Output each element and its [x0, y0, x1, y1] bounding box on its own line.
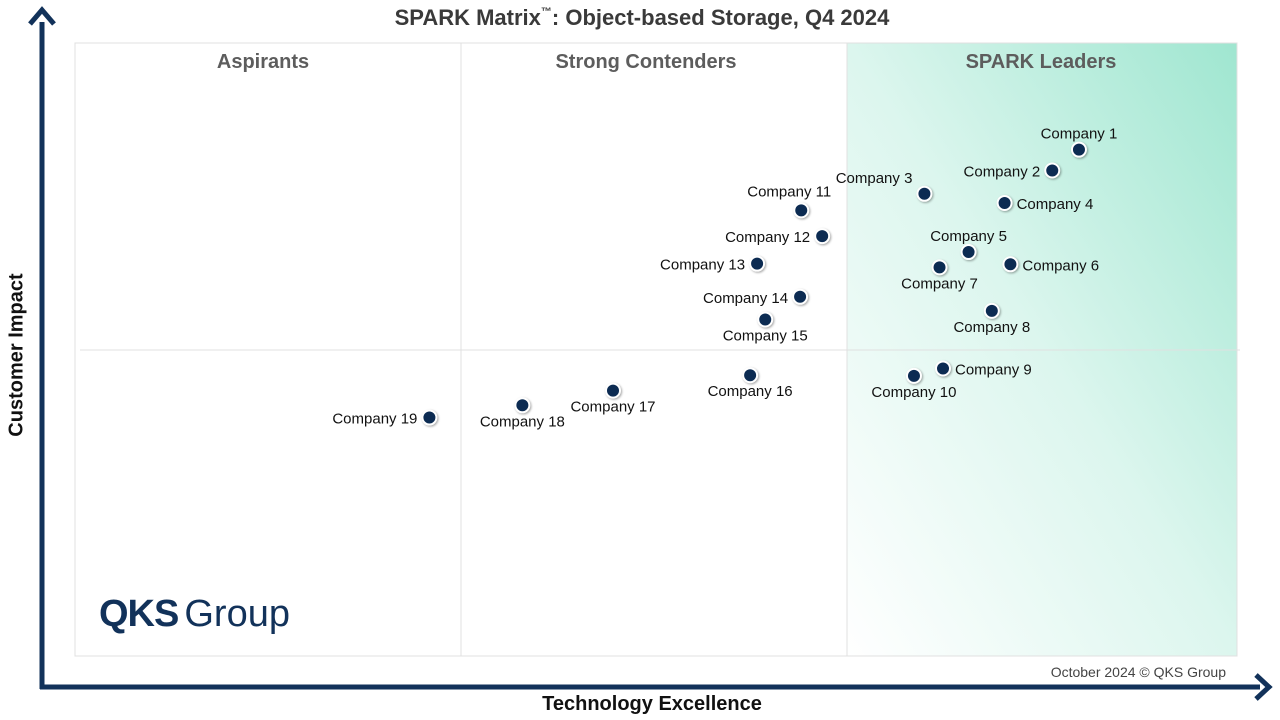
data-point-marker	[742, 367, 759, 384]
data-point-label: Company 15	[723, 327, 808, 344]
zone-label-strong-contenders: Strong Contenders	[555, 51, 736, 73]
data-point: Company 6	[1002, 256, 1099, 274]
data-point-label: Company 10	[871, 384, 956, 401]
data-point-label: Company 1	[1041, 126, 1118, 143]
trademark-mark: ™	[540, 5, 552, 18]
data-point: Company 8	[953, 302, 1030, 336]
data-point-marker	[514, 397, 531, 414]
qks-group-logo: QKS Group	[99, 593, 290, 636]
data-point: Company 11	[747, 183, 831, 219]
data-point-marker	[935, 360, 952, 377]
data-point-label: Company 18	[480, 413, 565, 430]
data-point-marker	[421, 409, 438, 426]
data-point-marker	[931, 259, 948, 276]
data-point: Company 2	[964, 162, 1061, 181]
data-point: Company 4	[996, 194, 1094, 213]
data-point: Company 3	[836, 170, 933, 202]
data-point-label: Company 12	[725, 229, 810, 246]
logo-brand: QKS	[99, 593, 179, 635]
zone-label-aspirants: Aspirants	[217, 51, 309, 73]
data-point: Company 5	[930, 228, 1007, 261]
data-point-label: Company 3	[836, 170, 913, 187]
data-point: Company 17	[570, 382, 656, 416]
data-point-marker	[960, 244, 977, 261]
data-point: Company 18	[480, 397, 565, 430]
data-point: Company 7	[901, 259, 978, 292]
data-point-label: Company 19	[332, 411, 417, 428]
data-point-marker	[792, 288, 809, 305]
data-point-label: Company 17	[570, 399, 655, 416]
data-point-marker	[916, 185, 933, 202]
data-point-label: Company 2	[964, 164, 1041, 181]
copyright-footnote: October 2024 © QKS Group	[1050, 664, 1226, 680]
x-axis-label: Technology Excellence	[542, 693, 762, 715]
data-point-label: Company 9	[955, 362, 1032, 379]
data-point: Company 13	[660, 255, 766, 274]
data-point-marker	[749, 255, 766, 272]
data-point: Company 15	[723, 311, 808, 344]
data-point-label: Company 16	[708, 383, 793, 400]
data-point-marker	[757, 311, 774, 328]
y-axis-label: Customer Impact	[5, 273, 28, 437]
chart-title-rest: : Object-based Storage, Q4 2024	[551, 5, 890, 30]
data-point-label: Company 4	[1017, 196, 1094, 213]
y-axis-arrowhead	[28, 6, 56, 26]
data-point: Company 19	[332, 409, 438, 428]
data-point-marker	[983, 302, 1000, 319]
data-points: Company 1 Company 2 Company 3 Company 4 Comp…	[332, 126, 1117, 431]
data-point: Company 1	[1041, 126, 1118, 158]
data-point-marker	[793, 202, 810, 219]
zone-label-spark-leaders: SPARK Leaders	[966, 51, 1117, 73]
data-point: Company 9	[935, 360, 1032, 379]
data-point: Company 12	[725, 228, 831, 246]
data-point: Company 16	[708, 367, 793, 400]
data-point-label: Company 7	[901, 275, 978, 292]
data-point-marker	[905, 367, 922, 384]
chart-title: SPARK Matrix™: Object-based Storage, Q4 …	[0, 5, 1280, 31]
data-point-label: Company 8	[953, 319, 1030, 336]
data-point-label: Company 13	[660, 257, 745, 274]
data-point: Company 14	[703, 288, 809, 307]
data-point-marker	[996, 194, 1013, 211]
data-point: Company 10	[871, 367, 956, 401]
data-point-marker	[1044, 162, 1061, 179]
data-point-marker	[605, 382, 622, 399]
data-point-marker	[814, 228, 831, 245]
logo-brand-sub: Group	[184, 593, 290, 635]
data-point-marker	[1002, 256, 1019, 273]
data-point-label: Company 11	[747, 183, 831, 200]
data-point-label: Company 5	[930, 228, 1007, 245]
x-axis-arrowhead	[1254, 673, 1273, 701]
data-point-label: Company 6	[1022, 257, 1099, 274]
chart-title-main: SPARK Matrix	[394, 5, 541, 30]
data-point-label: Company 14	[703, 290, 788, 307]
data-point-marker	[1070, 141, 1087, 158]
